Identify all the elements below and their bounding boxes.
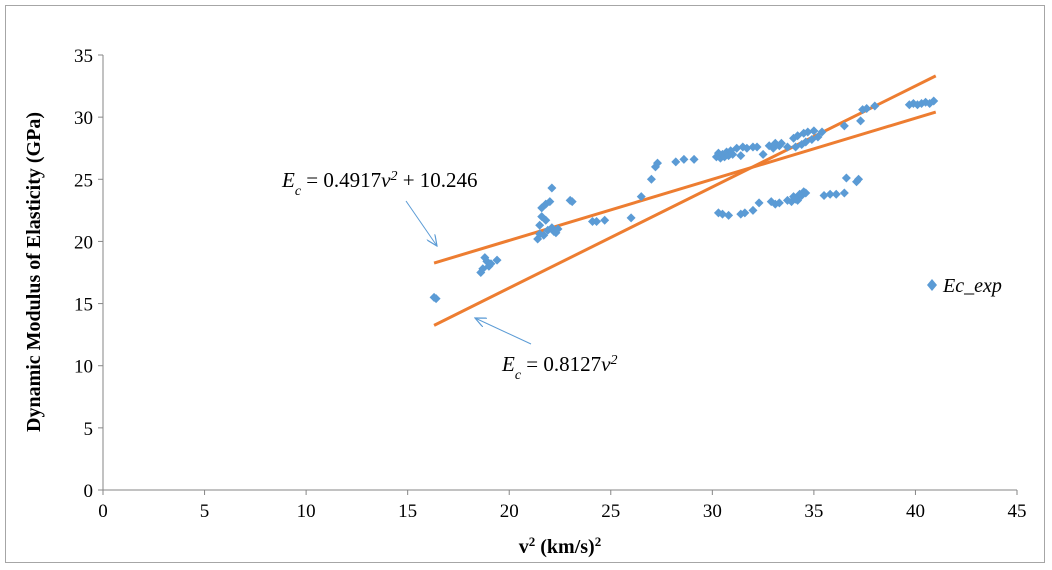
- data-point: [671, 157, 681, 167]
- data-point: [819, 190, 829, 200]
- data-point: [817, 127, 827, 137]
- data-point: [854, 174, 864, 184]
- annotation-arrow-linear: [405, 200, 437, 246]
- data-point: [782, 142, 792, 152]
- data-point: [553, 224, 563, 234]
- data-point: [689, 154, 699, 164]
- data-point: [839, 121, 849, 131]
- chart-frame: [5, 5, 1045, 563]
- x-tick-label: 10: [297, 501, 316, 522]
- data-point: [592, 217, 602, 227]
- equation-annotations: Ec = 0.4917v2 + 10.246 Ec = 0.8127v2: [281, 168, 617, 383]
- data-point: [547, 183, 557, 193]
- fit-line-2: [433, 74, 937, 327]
- x-axis-title: v2 (km/s)2: [519, 534, 601, 559]
- y-tick-label: 0: [84, 481, 94, 502]
- data-point: [813, 132, 823, 142]
- data-point: [870, 101, 880, 111]
- x-tick-label: 20: [500, 501, 519, 522]
- data-point: [740, 208, 750, 218]
- data-point: [724, 210, 734, 220]
- data-point: [803, 127, 813, 137]
- data-points: [429, 96, 939, 304]
- annotation-proportional-fit: Ec = 0.8127v2: [501, 352, 617, 383]
- data-point: [486, 259, 496, 269]
- data-point: [535, 220, 545, 230]
- data-point: [841, 173, 851, 183]
- data-point: [809, 126, 819, 136]
- data-point: [825, 189, 835, 199]
- x-ticks: 0 5 10 15 20 25 30 35 40 45: [98, 490, 1027, 522]
- y-tick-label: 15: [74, 295, 93, 316]
- data-point: [652, 158, 662, 168]
- fit-line-1: [433, 110, 937, 265]
- data-point: [776, 138, 786, 148]
- legend-label: Ec_exp: [942, 275, 1002, 297]
- data-point: [774, 198, 784, 208]
- legend-marker: [927, 279, 937, 291]
- data-point: [839, 188, 849, 198]
- data-point: [545, 197, 555, 207]
- x-tick-label: 25: [601, 501, 620, 522]
- y-tick-label: 25: [74, 170, 93, 191]
- x-tick-label: 15: [398, 501, 417, 522]
- data-point: [929, 96, 939, 106]
- y-tick-label: 20: [74, 232, 93, 253]
- data-point: [626, 213, 636, 223]
- data-point: [717, 209, 727, 219]
- data-point: [539, 230, 549, 240]
- data-point: [431, 294, 441, 304]
- data-point: [636, 192, 646, 202]
- data-point: [754, 198, 764, 208]
- annotation-arrow-proportional: [475, 318, 532, 345]
- data-point: [742, 143, 752, 153]
- fit-lines: [433, 74, 937, 327]
- data-point: [736, 151, 746, 161]
- data-point: [862, 103, 872, 113]
- data-point: [492, 255, 502, 265]
- x-tick-label: 40: [906, 501, 925, 522]
- annotation-linear-fit: Ec = 0.4917v2 + 10.246: [281, 168, 478, 199]
- data-point: [541, 215, 551, 225]
- y-axis-title: Dynamic Modulus of Elasticity (GPa): [23, 112, 45, 432]
- data-point: [801, 188, 811, 198]
- y-tick-label: 35: [74, 46, 93, 67]
- data-point: [567, 197, 577, 207]
- y-ticks: 0 5 10 15 20 25 30 35: [74, 46, 103, 502]
- data-point: [856, 116, 866, 126]
- x-tick-label: 30: [703, 501, 722, 522]
- data-point: [831, 189, 841, 199]
- data-point: [748, 205, 758, 215]
- y-tick-label: 5: [84, 419, 94, 440]
- data-point: [646, 174, 656, 184]
- axes: [102, 55, 1017, 491]
- data-point: [752, 142, 762, 152]
- x-tick-label: 0: [98, 501, 108, 522]
- legend: Ec_exp: [927, 275, 1002, 297]
- x-tick-label: 35: [804, 501, 823, 522]
- x-tick-label: 5: [200, 501, 210, 522]
- y-tick-label: 10: [74, 357, 93, 378]
- y-tick-label: 30: [74, 108, 93, 129]
- data-point: [732, 143, 742, 153]
- data-point: [679, 154, 689, 164]
- data-point: [600, 215, 610, 225]
- x-tick-label: 45: [1008, 501, 1027, 522]
- data-point: [758, 149, 768, 159]
- data-point: [728, 149, 738, 159]
